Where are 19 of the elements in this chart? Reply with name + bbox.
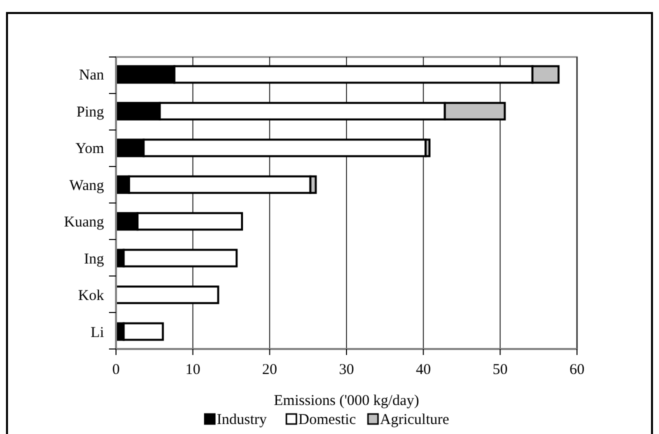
y-tick-label: Nan [79, 68, 104, 84]
y-tick-label: Ping [76, 104, 104, 120]
legend-label: Agriculture [380, 412, 450, 428]
x-tick-label: 10 [185, 362, 200, 378]
x-tick-label: 30 [339, 362, 354, 378]
y-tick-label: Kok [78, 288, 104, 304]
x-tick-label: 40 [416, 362, 431, 378]
legend-label: Domestic [298, 412, 356, 428]
x-tick-label: 20 [262, 362, 278, 378]
legend-label: Industry [216, 412, 268, 428]
x-axis-title: Emissions ('000 kg/day) [274, 393, 420, 409]
y-tick-label: Kuang [64, 214, 104, 231]
x-tick-label: 50 [492, 362, 508, 378]
x-tick-label: 0 [112, 362, 120, 378]
y-tick-label: Wang [69, 178, 104, 194]
x-tick-label: 60 [570, 362, 584, 378]
y-tick-label: Ing [84, 251, 104, 268]
y-tick-label: Li [90, 324, 104, 341]
y-tick-label: Yom [76, 141, 104, 158]
